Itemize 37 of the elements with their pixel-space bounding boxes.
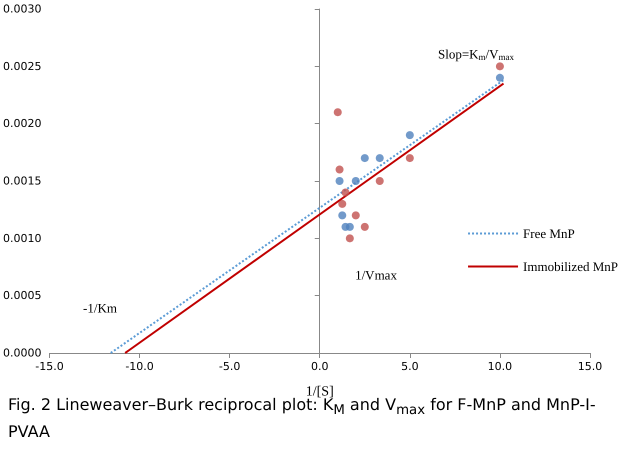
point — [334, 108, 342, 116]
y-tick-label: 0.0030 — [2, 2, 42, 16]
point — [338, 211, 346, 220]
point — [346, 234, 354, 242]
point — [352, 177, 360, 185]
legend-label: Immobilized MnP — [523, 259, 618, 274]
x-tick-label: 0.0 — [310, 360, 328, 373]
annotation: -1/Km — [83, 300, 117, 316]
y-tick-label: 0.0020 — [2, 117, 42, 130]
point — [496, 62, 504, 70]
y-tick-label: 0.0015 — [2, 174, 42, 188]
x-tick-label: -5.0 — [218, 360, 240, 373]
point — [338, 200, 346, 208]
y-tick-label: 0.0005 — [2, 289, 42, 302]
point — [360, 222, 369, 231]
point — [336, 177, 344, 185]
point — [336, 166, 344, 174]
point — [346, 222, 354, 231]
annotation: 1/Vmax — [355, 268, 398, 282]
point — [496, 74, 504, 82]
point — [376, 177, 384, 185]
point — [406, 154, 414, 162]
x-tick-label: 5.0 — [401, 360, 419, 373]
point — [406, 131, 414, 140]
point — [376, 154, 384, 162]
point — [352, 211, 360, 220]
point — [360, 154, 369, 162]
x-tick-label: -10.0 — [125, 360, 154, 373]
x-tick-label: 15.0 — [578, 360, 602, 373]
y-tick-label: 0.0010 — [2, 232, 42, 245]
x-tick-label: -15.0 — [35, 360, 64, 373]
x-tick-label: 10.0 — [488, 360, 512, 373]
point — [342, 188, 350, 196]
x-axis-title: 1/[S] — [306, 384, 334, 400]
y-tick-label: 0.0025 — [2, 60, 42, 73]
y-tick-label: 0.0000 — [2, 346, 42, 360]
legend-label: Free MnP — [523, 226, 575, 241]
